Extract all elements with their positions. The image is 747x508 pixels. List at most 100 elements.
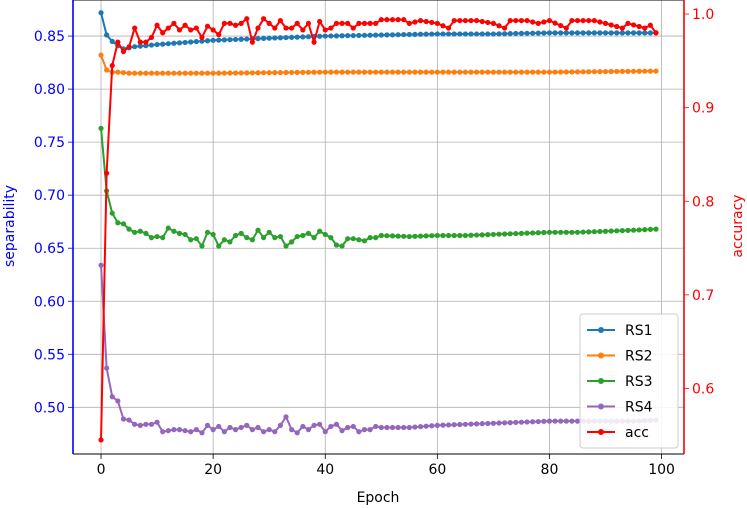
data-point <box>311 235 317 241</box>
data-point <box>558 69 564 75</box>
data-point <box>423 423 429 429</box>
data-point <box>496 231 502 237</box>
y-left-tick-label: 0.65 <box>34 241 65 257</box>
series-rs4 <box>98 262 659 436</box>
data-point <box>642 30 648 36</box>
data-point <box>434 232 440 239</box>
data-point <box>199 430 205 436</box>
x-axis-label: Epoch <box>357 490 400 506</box>
data-point <box>502 231 508 237</box>
data-point <box>165 70 171 76</box>
x-tick-label: 80 <box>541 462 559 478</box>
data-point <box>148 34 155 41</box>
x-tick-label: 60 <box>428 462 446 478</box>
data-point <box>109 38 115 44</box>
data-point <box>642 68 648 74</box>
data-point <box>642 25 648 31</box>
data-point <box>440 23 446 29</box>
legend-swatch-marker <box>598 378 604 384</box>
data-point <box>305 69 312 75</box>
data-point <box>367 427 373 433</box>
data-point <box>378 424 384 431</box>
data-point <box>546 30 553 36</box>
data-point <box>333 33 340 39</box>
data-point <box>412 31 418 37</box>
data-point <box>474 232 480 238</box>
data-point <box>154 41 160 48</box>
data-point <box>221 429 227 435</box>
data-point <box>361 427 368 433</box>
data-point <box>619 30 625 36</box>
legend-swatch-marker <box>598 403 604 410</box>
data-point <box>272 235 278 241</box>
data-point <box>104 365 110 371</box>
data-point <box>356 69 362 75</box>
data-point <box>563 229 569 235</box>
data-point <box>154 233 160 240</box>
data-point <box>266 70 272 76</box>
data-point <box>148 42 155 48</box>
data-point <box>502 69 508 75</box>
data-point <box>457 69 463 75</box>
legend: RS1 RS2 RS3 RS4 acc <box>579 313 679 449</box>
data-point <box>132 421 138 427</box>
data-point <box>384 17 390 23</box>
data-point <box>462 17 468 24</box>
data-point <box>602 68 609 75</box>
data-point <box>373 235 379 241</box>
data-point <box>109 394 115 400</box>
data-point <box>221 20 227 26</box>
data-point <box>115 220 121 226</box>
data-point <box>272 429 278 435</box>
data-point <box>423 233 429 239</box>
data-point <box>345 424 351 431</box>
series-line-rs2 <box>100 54 656 75</box>
data-point <box>350 32 356 39</box>
data-point <box>636 227 642 233</box>
data-point <box>294 34 300 40</box>
data-point <box>474 17 480 24</box>
data-point <box>109 210 115 216</box>
data-point <box>216 37 222 43</box>
data-point <box>317 228 323 234</box>
y-right-tick-label: 0.9 <box>692 101 714 117</box>
data-point <box>328 423 334 430</box>
data-point <box>468 232 474 238</box>
data-point <box>283 414 289 420</box>
legend-entry-rs1: RS1 <box>587 323 653 339</box>
data-point <box>300 27 306 33</box>
legend-label: RS3 <box>625 374 653 390</box>
data-point <box>255 36 261 42</box>
data-point <box>513 419 519 425</box>
data-point <box>322 27 328 33</box>
data-point <box>137 70 143 76</box>
data-point <box>485 420 491 427</box>
data-point <box>625 68 631 74</box>
data-point <box>569 69 575 75</box>
data-point <box>176 70 183 76</box>
data-point <box>389 424 396 431</box>
data-point <box>137 39 143 45</box>
data-point <box>653 30 659 36</box>
data-point <box>361 238 368 244</box>
data-point <box>244 16 250 22</box>
data-point <box>171 228 177 234</box>
data-point <box>440 232 446 239</box>
data-point <box>176 230 183 236</box>
data-point <box>322 429 328 435</box>
data-point <box>311 422 317 428</box>
data-point <box>249 427 255 433</box>
legend-swatch-marker <box>598 429 604 435</box>
x-tick-label: 100 <box>648 462 675 478</box>
data-point <box>193 427 199 433</box>
data-point <box>569 30 575 36</box>
data-point <box>546 418 553 424</box>
y-left-tick-label: 0.70 <box>34 188 65 204</box>
data-point <box>199 38 205 44</box>
data-point <box>490 20 497 26</box>
data-point <box>356 32 362 39</box>
data-point <box>552 69 558 75</box>
data-point <box>445 232 452 239</box>
data-point <box>367 20 373 26</box>
data-point <box>602 30 609 36</box>
